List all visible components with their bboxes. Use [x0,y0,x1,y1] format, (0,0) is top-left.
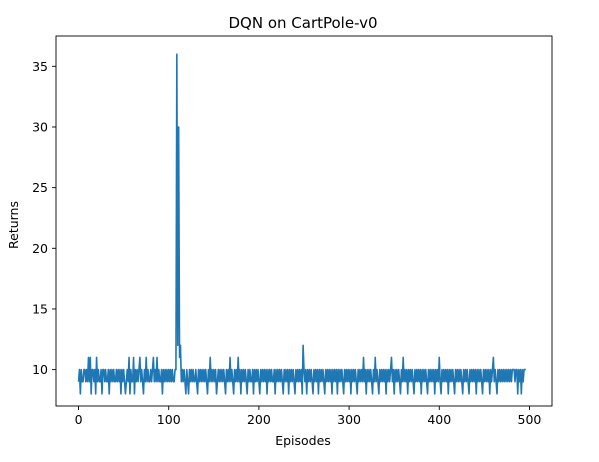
y-axis-label: Returns [6,201,21,249]
y-tick-label: 25 [32,180,48,195]
y-tick-label: 35 [32,59,48,74]
y-tick-label: 20 [32,241,48,256]
series-line [77,53,526,395]
y-tick-label: 15 [32,301,48,316]
plot-frame [55,35,553,407]
x-tick-label: 200 [247,412,271,427]
x-tick-label: 400 [427,412,451,427]
chart-title: DQN on CartPole-v0 [228,14,377,32]
y-tick-label: 30 [32,119,48,134]
x-tick-label: 500 [518,412,542,427]
axis-ticks: 0 100 200 300 400 500 10 15 20 25 30 35 [32,59,541,427]
y-tick-label: 10 [32,362,48,377]
x-axis-label: Episodes [275,433,331,448]
x-tick-label: 100 [157,412,181,427]
x-tick-label: 0 [75,412,83,427]
x-tick-label: 300 [337,412,361,427]
